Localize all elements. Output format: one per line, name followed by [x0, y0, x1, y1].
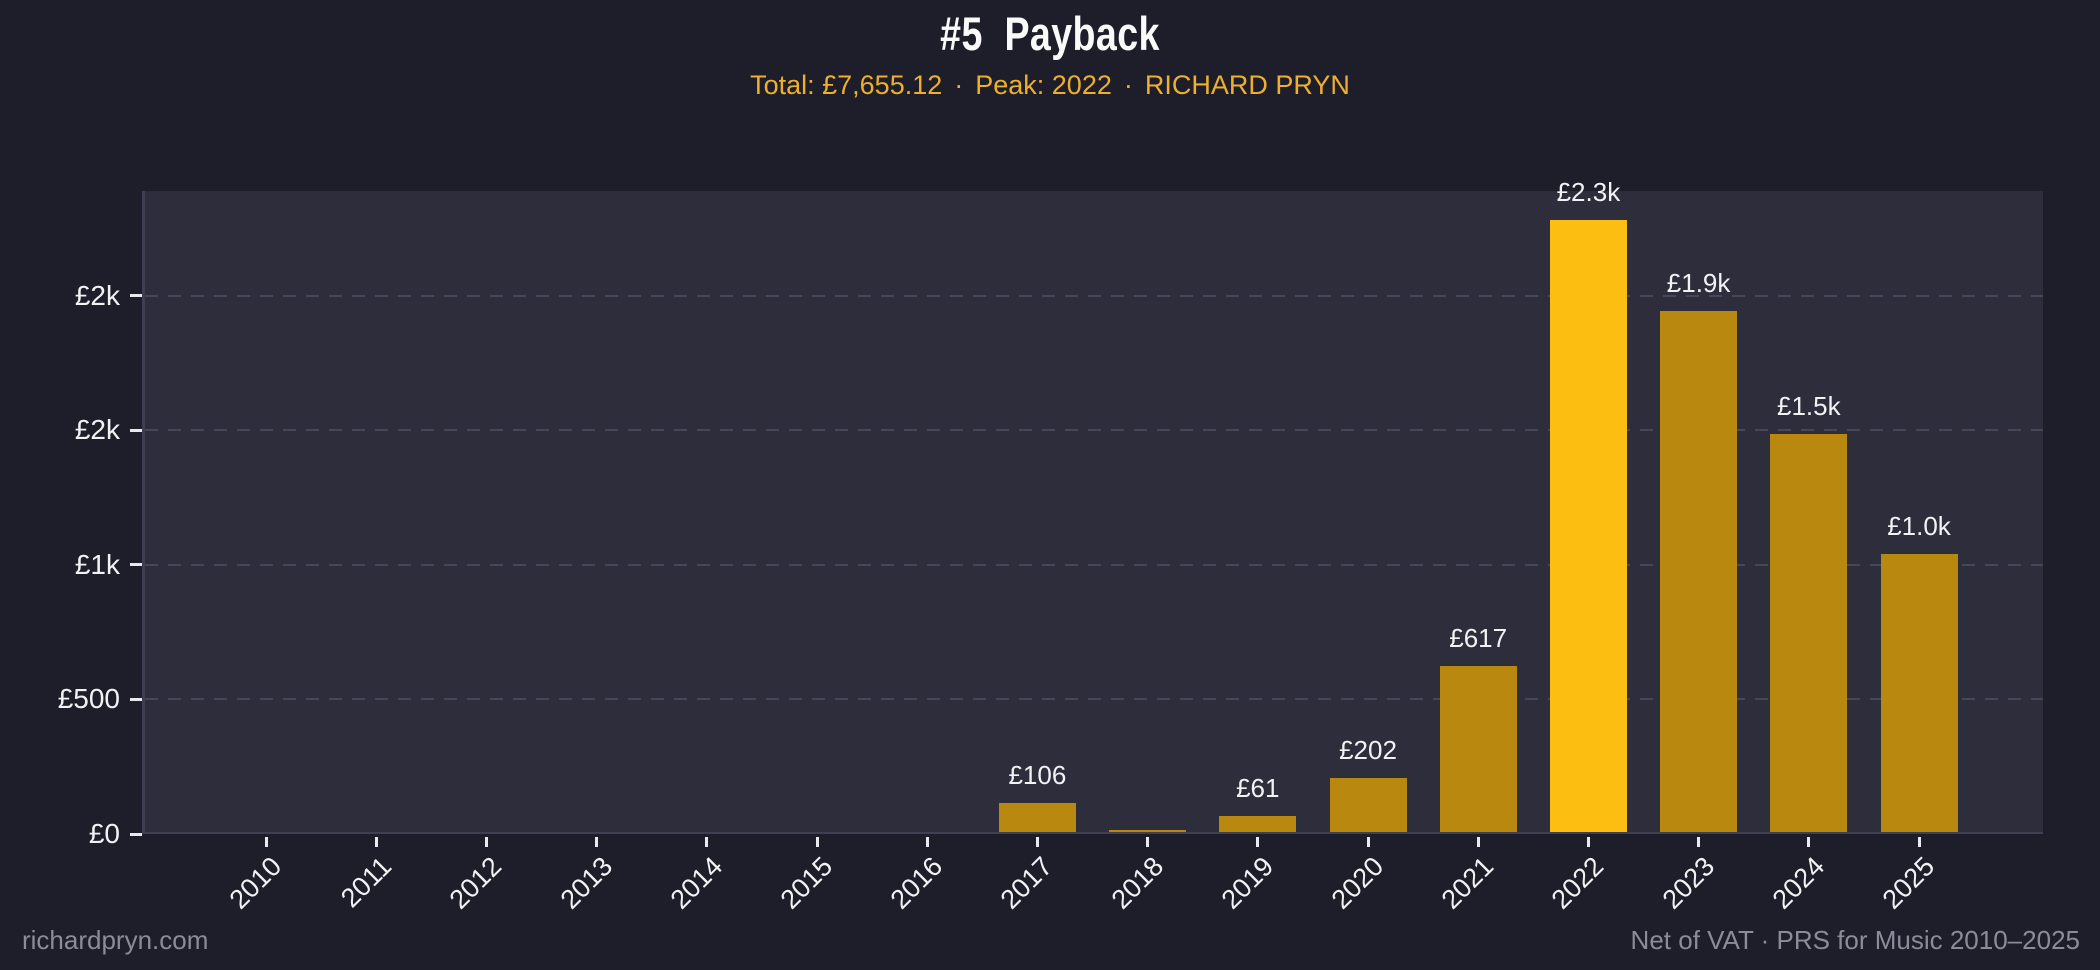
- bar-2024: [1770, 434, 1848, 832]
- bar-2023: [1660, 311, 1738, 832]
- x-axis: 2010 2011 2012 2013 2014 2015 2016 2017 2018 2019…: [142, 834, 2043, 970]
- x-axis-label-2023: 2023: [1656, 851, 1720, 915]
- x-axis-label-2014: 2014: [664, 851, 729, 915]
- gridline-500: [145, 698, 2043, 701]
- bar-2019: [1219, 815, 1297, 832]
- x-axis-label-2013: 2013: [554, 851, 618, 915]
- y-axis-label-1500: £2k: [74, 414, 120, 446]
- x-axis-label-2016: 2016: [884, 851, 949, 915]
- gridline-2000: [145, 294, 2043, 297]
- y-axis-label-2000: £2k: [74, 279, 120, 311]
- x-tick-mark-2014: [705, 837, 709, 847]
- x-axis-label-2022: 2022: [1545, 851, 1610, 915]
- bar-value-label-2025: £1.0k: [1887, 510, 1951, 541]
- x-axis-label-2017: 2017: [994, 851, 1059, 915]
- x-tick-mark-2021: [1476, 837, 1480, 847]
- y-axis: £0 £500 £1k £2k £2k: [0, 191, 142, 849]
- bar-value-label-2020: £202: [1339, 734, 1397, 765]
- x-axis-label-2011: 2011: [335, 851, 398, 914]
- subtitle-peak: Peak: 2022: [975, 70, 1112, 100]
- bar-value-label-2021: £617: [1449, 623, 1508, 654]
- x-axis-line: [142, 832, 2043, 834]
- y-tick-mark-0: [130, 832, 142, 836]
- x-tick-mark-2017: [1035, 837, 1039, 847]
- x-axis-label-2025: 2025: [1876, 851, 1941, 915]
- x-axis-label-2019: 2019: [1215, 851, 1280, 915]
- y-axis-label-500: £500: [57, 683, 120, 715]
- plot-area: £106 £61 £202 £617 £2.3k £1.9k £1.5k £1.0k: [142, 177, 2043, 834]
- bar-2021: [1439, 666, 1517, 832]
- x-axis-label-2012: 2012: [443, 851, 508, 915]
- bar-value-label-2019: £61: [1236, 772, 1280, 803]
- subtitle-separator: ·: [954, 70, 964, 100]
- subtitle-separator: ·: [1123, 70, 1133, 100]
- x-tick-mark-2023: [1697, 837, 1701, 847]
- bar-value-label-2017: £106: [1008, 760, 1067, 791]
- y-axis-line: [142, 191, 145, 834]
- y-axis-label-1000: £1k: [74, 548, 120, 580]
- y-axis-label-0: £0: [88, 818, 120, 849]
- footnote: Net of VAT · PRS for Music 2010–2025: [1630, 925, 2080, 955]
- y-tick-mark-500: [130, 697, 142, 701]
- y-tick-mark-2000: [130, 294, 142, 298]
- gridline-1500: [145, 429, 2043, 432]
- x-tick-mark-2016: [925, 837, 929, 847]
- bar-value-label-2024: £1.5k: [1776, 391, 1841, 422]
- x-tick-mark-2020: [1366, 837, 1370, 847]
- bar-2020: [1329, 777, 1407, 832]
- x-axis-label-2021: 2021: [1435, 851, 1500, 915]
- bar-2018: [1109, 829, 1187, 832]
- bar-2017: [998, 803, 1076, 832]
- x-tick-mark-2012: [484, 837, 488, 847]
- x-tick-mark-2022: [1586, 837, 1590, 847]
- x-tick-mark-2019: [1256, 837, 1260, 847]
- x-tick-mark-2024: [1807, 837, 1811, 847]
- subtitle-artist: RICHARD PRYN: [1144, 70, 1350, 100]
- x-tick-mark-2011: [374, 837, 378, 847]
- x-axis-label-2020: 2020: [1325, 851, 1390, 915]
- gridline-1000: [145, 563, 2043, 566]
- chart-subtitle: Total: £7,655.12 · Peak: 2022 · RICHARD PRYN: [0, 70, 2100, 101]
- subtitle-total: Total: £7,655.12: [750, 70, 943, 100]
- x-tick-mark-2010: [264, 837, 268, 847]
- bar-2025: [1880, 553, 1958, 832]
- y-tick-mark-1500: [130, 428, 142, 432]
- watermark: richardpryn.com: [22, 925, 209, 955]
- x-tick-mark-2015: [815, 837, 819, 847]
- chart-title: #5 Payback: [940, 7, 1160, 60]
- y-tick-mark-1000: [130, 563, 142, 567]
- x-axis-label-2010: 2010: [223, 851, 288, 915]
- x-axis-label-2018: 2018: [1105, 851, 1169, 915]
- x-tick-mark-2018: [1146, 837, 1150, 847]
- x-axis-label-2015: 2015: [774, 851, 839, 915]
- x-axis-label-2024: 2024: [1766, 851, 1831, 915]
- bar-value-label-2022: £2.3k: [1556, 177, 1621, 208]
- x-tick-mark-2013: [595, 837, 599, 847]
- bar-value-label-2023: £1.9k: [1666, 268, 1731, 299]
- x-tick-mark-2025: [1917, 837, 1921, 847]
- bar-2022: [1549, 220, 1627, 832]
